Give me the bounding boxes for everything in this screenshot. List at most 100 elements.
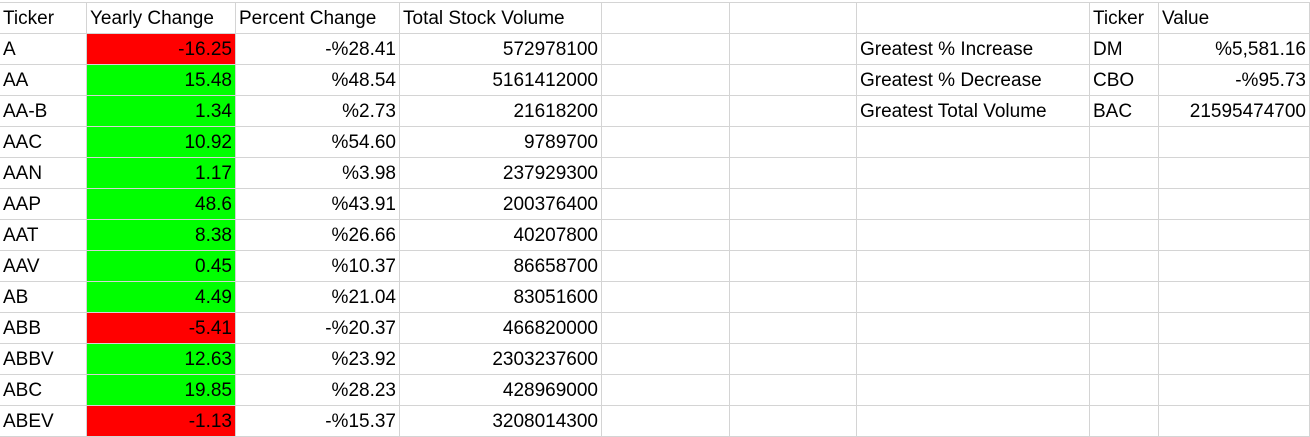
empty-cell[interactable] <box>1159 282 1310 313</box>
percent-change-cell[interactable]: %26.66 <box>236 220 400 251</box>
yearly-change-cell[interactable]: -16.25 <box>87 34 236 65</box>
header-percent-change[interactable]: Percent Change <box>236 3 400 34</box>
empty-cell[interactable] <box>857 3 1090 34</box>
percent-change-cell[interactable]: %43.91 <box>236 189 400 220</box>
ticker-cell[interactable]: AA <box>0 65 87 96</box>
total-volume-cell[interactable]: 428969000 <box>400 375 602 406</box>
yearly-change-cell[interactable]: 48.6 <box>87 189 236 220</box>
empty-cell[interactable] <box>857 282 1090 313</box>
empty-cell[interactable] <box>857 189 1090 220</box>
total-volume-cell[interactable]: 572978100 <box>400 34 602 65</box>
empty-cell[interactable] <box>730 406 857 437</box>
yearly-change-cell[interactable]: 0.45 <box>87 251 236 282</box>
empty-cell[interactable] <box>1090 158 1159 189</box>
empty-cell[interactable] <box>602 3 730 34</box>
empty-cell[interactable] <box>730 65 857 96</box>
ticker-cell[interactable]: AAC <box>0 127 87 158</box>
empty-cell[interactable] <box>602 282 730 313</box>
empty-cell[interactable] <box>857 127 1090 158</box>
summary-value-cell[interactable]: 21595474700 <box>1159 96 1310 127</box>
empty-cell[interactable] <box>730 282 857 313</box>
total-volume-cell[interactable]: 9789700 <box>400 127 602 158</box>
header-ticker[interactable]: Ticker <box>0 3 87 34</box>
percent-change-cell[interactable]: %3.98 <box>236 158 400 189</box>
total-volume-cell[interactable]: 3208014300 <box>400 406 602 437</box>
yearly-change-cell[interactable]: -1.13 <box>87 406 236 437</box>
percent-change-cell[interactable]: %2.73 <box>236 96 400 127</box>
empty-cell[interactable] <box>1159 313 1310 344</box>
percent-change-cell[interactable]: %54.60 <box>236 127 400 158</box>
empty-cell[interactable] <box>602 34 730 65</box>
empty-cell[interactable] <box>730 189 857 220</box>
empty-cell[interactable] <box>730 34 857 65</box>
empty-cell[interactable] <box>1159 251 1310 282</box>
yearly-change-cell[interactable]: 12.63 <box>87 344 236 375</box>
summary-label-cell[interactable]: Greatest Total Volume <box>857 96 1090 127</box>
empty-cell[interactable] <box>602 375 730 406</box>
empty-cell[interactable] <box>857 251 1090 282</box>
percent-change-cell[interactable]: %48.54 <box>236 65 400 96</box>
ticker-cell[interactable]: AAV <box>0 251 87 282</box>
empty-cell[interactable] <box>730 96 857 127</box>
empty-cell[interactable] <box>730 313 857 344</box>
ticker-cell[interactable]: A <box>0 34 87 65</box>
empty-cell[interactable] <box>1090 375 1159 406</box>
yearly-change-cell[interactable]: 4.49 <box>87 282 236 313</box>
summary-label-cell[interactable]: Greatest % Decrease <box>857 65 1090 96</box>
empty-cell[interactable] <box>857 406 1090 437</box>
total-volume-cell[interactable]: 200376400 <box>400 189 602 220</box>
empty-cell[interactable] <box>602 96 730 127</box>
empty-cell[interactable] <box>1090 344 1159 375</box>
empty-cell[interactable] <box>857 375 1090 406</box>
yearly-change-cell[interactable]: 15.48 <box>87 65 236 96</box>
ticker-cell[interactable]: AAP <box>0 189 87 220</box>
yearly-change-cell[interactable]: 1.17 <box>87 158 236 189</box>
summary-label-cell[interactable]: Greatest % Increase <box>857 34 1090 65</box>
summary-value-cell[interactable]: -%95.73 <box>1159 65 1310 96</box>
yearly-change-cell[interactable]: -5.41 <box>87 313 236 344</box>
ticker-cell[interactable]: AAN <box>0 158 87 189</box>
yearly-change-cell[interactable]: 1.34 <box>87 96 236 127</box>
empty-cell[interactable] <box>730 3 857 34</box>
empty-cell[interactable] <box>730 344 857 375</box>
empty-cell[interactable] <box>730 251 857 282</box>
empty-cell[interactable] <box>1090 127 1159 158</box>
empty-cell[interactable] <box>602 220 730 251</box>
total-volume-cell[interactable]: 40207800 <box>400 220 602 251</box>
empty-cell[interactable] <box>1090 220 1159 251</box>
percent-change-cell[interactable]: -%20.37 <box>236 313 400 344</box>
empty-cell[interactable] <box>602 158 730 189</box>
empty-cell[interactable] <box>857 220 1090 251</box>
summary-ticker-cell[interactable]: BAC <box>1090 96 1159 127</box>
summary-ticker-cell[interactable]: DM <box>1090 34 1159 65</box>
empty-cell[interactable] <box>602 313 730 344</box>
summary-header-value[interactable]: Value <box>1159 3 1310 34</box>
header-total-stock-volume[interactable]: Total Stock Volume <box>400 3 602 34</box>
yearly-change-cell[interactable]: 10.92 <box>87 127 236 158</box>
total-volume-cell[interactable]: 466820000 <box>400 313 602 344</box>
empty-cell[interactable] <box>1159 375 1310 406</box>
empty-cell[interactable] <box>1090 282 1159 313</box>
empty-cell[interactable] <box>602 251 730 282</box>
empty-cell[interactable] <box>1090 251 1159 282</box>
empty-cell[interactable] <box>857 313 1090 344</box>
empty-cell[interactable] <box>1090 189 1159 220</box>
empty-cell[interactable] <box>602 189 730 220</box>
empty-cell[interactable] <box>1159 189 1310 220</box>
ticker-cell[interactable]: ABEV <box>0 406 87 437</box>
total-volume-cell[interactable]: 5161412000 <box>400 65 602 96</box>
empty-cell[interactable] <box>602 65 730 96</box>
empty-cell[interactable] <box>857 158 1090 189</box>
empty-cell[interactable] <box>602 344 730 375</box>
summary-header-ticker[interactable]: Ticker <box>1090 3 1159 34</box>
percent-change-cell[interactable]: -%15.37 <box>236 406 400 437</box>
empty-cell[interactable] <box>1090 313 1159 344</box>
empty-cell[interactable] <box>730 127 857 158</box>
empty-cell[interactable] <box>1159 220 1310 251</box>
percent-change-cell[interactable]: -%28.41 <box>236 34 400 65</box>
empty-cell[interactable] <box>602 127 730 158</box>
total-volume-cell[interactable]: 2303237600 <box>400 344 602 375</box>
ticker-cell[interactable]: ABC <box>0 375 87 406</box>
yearly-change-cell[interactable]: 19.85 <box>87 375 236 406</box>
ticker-cell[interactable]: AB <box>0 282 87 313</box>
